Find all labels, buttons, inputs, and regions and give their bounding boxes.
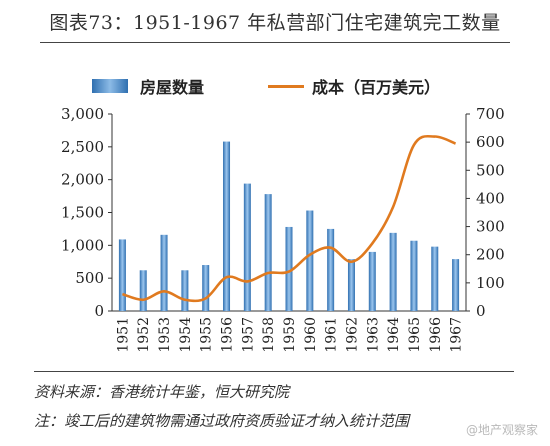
bar (327, 228, 335, 311)
x-tick-label: 1955 (199, 317, 215, 353)
bar (306, 210, 314, 311)
y-right-tick-label: 600 (476, 133, 505, 151)
y-right-tick-label: 0 (476, 302, 486, 320)
x-tick-label: 1959 (282, 317, 298, 353)
x-tick-label: 1962 (344, 317, 360, 353)
x-tick-label: 1963 (365, 317, 381, 353)
title-rule (40, 42, 510, 43)
y-left-tick-label: 3,000 (61, 105, 104, 123)
x-tick-label: 1951 (115, 317, 131, 353)
y-left-tick-label: 500 (75, 269, 104, 287)
x-tick-label: 1967 (449, 317, 465, 353)
y-right-tick-label: 400 (476, 189, 505, 207)
bar (431, 246, 439, 311)
bar (223, 141, 231, 311)
bar (202, 265, 210, 311)
bar (285, 226, 293, 311)
y-left-tick-label: 2,000 (61, 171, 104, 189)
x-tick-label: 1965 (407, 317, 423, 353)
x-tick-label: 1964 (386, 317, 402, 353)
bar (368, 251, 376, 311)
legend-item-line: 成本（百万美元） (268, 74, 440, 98)
y-left-tick-label: 1,500 (61, 204, 104, 222)
bar (410, 240, 418, 311)
y-right-tick-label: 500 (476, 161, 505, 179)
x-tick-label: 1960 (303, 317, 319, 353)
legend-line-swatch (268, 84, 304, 88)
bar (160, 234, 168, 311)
footer-rule (34, 371, 514, 372)
legend-item-bars: 房屋数量 (92, 74, 204, 98)
x-tick-label: 1958 (261, 317, 277, 353)
bar (118, 239, 126, 311)
y-right-tick-label: 200 (476, 246, 505, 264)
bar (347, 259, 355, 311)
bar (243, 183, 251, 311)
x-tick-label: 1954 (178, 317, 194, 353)
x-tick-label: 1952 (136, 317, 152, 353)
bar (452, 259, 460, 311)
x-tick-label: 1966 (428, 317, 444, 353)
chart-title: 图表73：1951-1967 年私营部门住宅建筑完工数量 (49, 12, 501, 34)
cost-line (122, 134, 457, 303)
legend: 房屋数量 成本（百万美元） (0, 74, 550, 104)
x-tick-label: 1957 (240, 317, 256, 353)
y-right-tick-label: 100 (476, 274, 505, 292)
source-note: 资料来源：香港统计年鉴，恒大研究院 (34, 383, 290, 401)
y-left-tick-label: 0 (94, 302, 104, 320)
x-tick-label: 1961 (324, 317, 340, 353)
legend-bar-label: 房屋数量 (140, 78, 205, 97)
bar (264, 194, 272, 311)
legend-line-label: 成本（百万美元） (312, 78, 441, 97)
chart-area: 0 500 1,000 1,500 2,000 2,500 3,000 0 100 200 300 4… (61, 105, 505, 353)
bar (139, 270, 147, 311)
watermark: @地产观察家 (465, 423, 538, 437)
bar (389, 232, 397, 311)
footnote: 注：竣工后的建筑物需通过政府资质验证才纳入统计范围 (34, 412, 410, 430)
y-left-tick-label: 1,000 (61, 236, 104, 254)
bar (181, 270, 189, 311)
x-tick-label: 1956 (220, 317, 236, 353)
x-tick-label: 1953 (157, 317, 173, 353)
y-left-tick-label: 2,500 (61, 138, 104, 156)
legend-bar-swatch (92, 79, 128, 93)
y-right-tick-label: 300 (476, 218, 505, 236)
y-right-tick-label: 700 (476, 105, 505, 123)
